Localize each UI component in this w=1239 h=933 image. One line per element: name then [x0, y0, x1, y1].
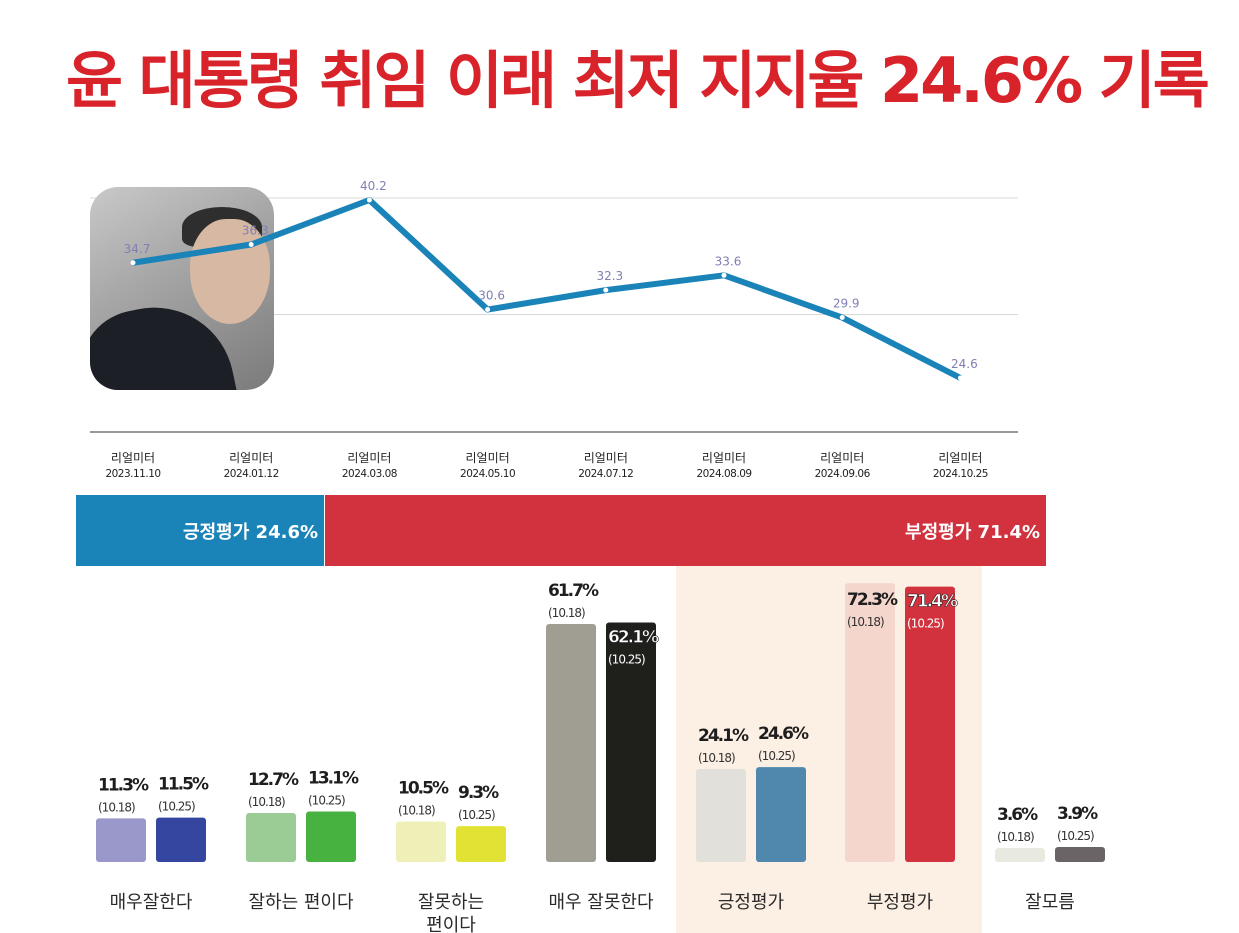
- headline: 윤 대통령 취임 이래 최저 지지율 24.6% 기록: [66, 44, 1210, 117]
- bar: [156, 817, 206, 862]
- bar-value-label: 24.1%: [698, 726, 749, 746]
- x-tick-date-label: 2024.05.10: [460, 468, 515, 480]
- bar: [396, 821, 446, 862]
- x-tick-source-label: 리얼미터: [584, 451, 628, 465]
- bar-value-label: 3.9%: [1057, 804, 1098, 824]
- bar: [246, 813, 296, 862]
- data-point: [130, 260, 136, 266]
- bar: [756, 767, 806, 862]
- data-label: 24.6: [951, 357, 978, 371]
- bar: [96, 818, 146, 862]
- data-point: [366, 197, 372, 203]
- bar: [845, 583, 895, 862]
- bar-value-label: 72.3%: [847, 590, 898, 610]
- bar-date-label: (10.25): [308, 793, 345, 807]
- bar: [306, 811, 356, 862]
- bar: [1055, 846, 1105, 862]
- category-label: 부정평가: [867, 892, 933, 913]
- bar-date-label: (10.25): [907, 617, 944, 631]
- x-tick-date-label: 2024.01.12: [224, 468, 279, 480]
- category-label: 잘하는 편이다: [248, 892, 354, 913]
- category-label: 매우 잘못한다: [548, 892, 654, 913]
- data-point: [485, 307, 491, 313]
- bar: [606, 622, 656, 862]
- x-tick-date-label: 2024.10.25: [933, 468, 988, 480]
- bar-date-label: (10.18): [698, 751, 735, 765]
- data-point: [603, 287, 609, 293]
- bar-date-label: (10.25): [608, 652, 645, 666]
- data-point: [721, 272, 727, 278]
- bar-value-label: 12.7%: [248, 770, 299, 790]
- bar-date-label: (10.18): [98, 800, 135, 814]
- data-label: 29.9: [833, 297, 860, 311]
- x-tick-source-label: 리얼미터: [702, 451, 746, 465]
- data-point: [248, 242, 254, 247]
- positive-share-bar: 긍정평가 24.6%: [76, 495, 324, 566]
- bar-date-label: (10.25): [158, 800, 195, 814]
- bar-value-label: 24.6%: [758, 724, 809, 744]
- category-label: 긍정평가: [718, 892, 784, 913]
- x-tick-date-label: 2024.09.06: [815, 468, 871, 480]
- category-label: 매우잘한다: [110, 892, 193, 913]
- bar-value-label: 11.5%: [158, 775, 209, 795]
- bar-date-label: (10.25): [1057, 829, 1094, 843]
- category-label: 편이다: [426, 915, 476, 933]
- data-point: [839, 315, 845, 321]
- positive-share-label: 긍정평가 24.6%: [183, 521, 318, 543]
- x-tick-date-label: 2023.11.10: [105, 468, 160, 480]
- data-label: 34.7: [124, 242, 151, 256]
- bar-value-label: 11.3%: [98, 775, 149, 795]
- bar-value-label: 62.1%: [608, 627, 659, 647]
- category-label: 잘못하는: [418, 892, 484, 913]
- negative-share-bar: 부정평가 71.4%: [325, 495, 1046, 566]
- data-label: 30.6: [478, 289, 505, 303]
- photo-face: [190, 219, 270, 324]
- bar-date-label: (10.25): [458, 808, 495, 822]
- bar-date-label: (10.18): [997, 830, 1034, 844]
- data-label: 36.3: [242, 224, 269, 238]
- bar-date-label: (10.18): [548, 606, 585, 620]
- bar-value-label: 61.7%: [548, 581, 599, 601]
- x-tick-date-label: 2024.08.09: [696, 468, 751, 480]
- data-label: 33.6: [715, 254, 742, 268]
- x-tick-source-label: 리얼미터: [466, 451, 510, 465]
- bar-date-label: (10.18): [248, 795, 285, 809]
- negative-share-label: 부정평가 71.4%: [905, 521, 1040, 543]
- bar-date-label: (10.18): [398, 803, 435, 817]
- bar-value-label: 71.4%: [907, 592, 958, 612]
- bar-value-label: 9.3%: [458, 783, 499, 803]
- bar-date-label: (10.25): [758, 749, 795, 763]
- data-point: [957, 375, 963, 381]
- x-tick-source-label: 리얼미터: [111, 451, 155, 465]
- bar: [696, 769, 746, 862]
- category-label: 잘모름: [1025, 892, 1075, 913]
- bar: [456, 826, 506, 862]
- bar-value-label: 3.6%: [997, 805, 1038, 825]
- x-tick-date-label: 2024.03.08: [342, 468, 397, 480]
- bar-value-label: 10.5%: [398, 778, 449, 798]
- data-label: 40.2: [360, 179, 387, 193]
- x-tick-source-label: 리얼미터: [938, 451, 982, 465]
- bar: [995, 848, 1045, 862]
- x-tick-source-label: 리얼미터: [347, 451, 391, 465]
- president-photo: [90, 187, 274, 390]
- bar-value-label: 13.1%: [308, 768, 359, 788]
- x-tick-source-label: 리얼미터: [820, 451, 864, 465]
- bar: [546, 624, 596, 862]
- x-tick-date-label: 2024.07.12: [578, 468, 633, 480]
- x-tick-source-label: 리얼미터: [229, 451, 273, 465]
- bar: [905, 586, 955, 862]
- bar-date-label: (10.18): [847, 615, 884, 629]
- data-label: 32.3: [596, 269, 623, 283]
- trend-line: [132, 197, 962, 381]
